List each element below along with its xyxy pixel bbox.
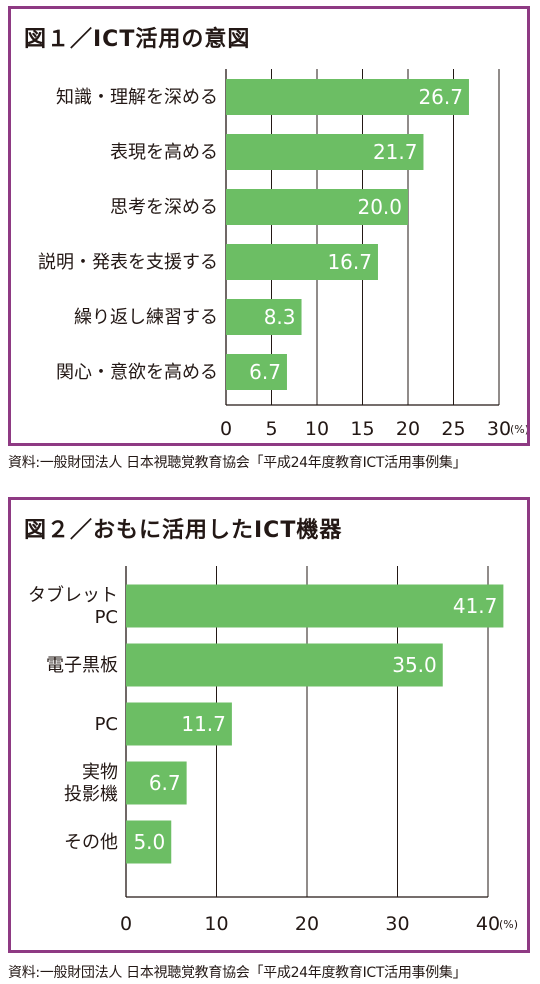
bar xyxy=(226,244,378,280)
bar xyxy=(126,820,172,864)
x-tick-label: 20 xyxy=(295,913,319,935)
category-label: 繰り返し練習する xyxy=(74,307,218,328)
x-tick-label: 20 xyxy=(396,418,420,440)
data-label: 41.7 xyxy=(453,594,498,618)
category-label: 思考を深める xyxy=(110,197,218,218)
intent-bar-chart: 0 5 10 15 20 25 30(%) 26.7 知識・理解を深める 21.7 表現を高める 20… xyxy=(38,69,527,440)
bar xyxy=(226,189,408,225)
data-label: 16.7 xyxy=(327,250,372,274)
data-label: 5.0 xyxy=(133,830,165,854)
x-tick-label: 5 xyxy=(265,418,277,440)
x-tick-label: 10 xyxy=(305,418,329,440)
data-label: 11.7 xyxy=(181,712,226,736)
x-tick-label: 10 xyxy=(204,913,228,935)
chart-panel-devices: 図２／おもに活用したICT機器 0 10 20 30 40 (%) 41.7 タブレット PC 3… xyxy=(8,497,530,953)
data-label: 26.7 xyxy=(418,85,463,109)
data-label: 6.7 xyxy=(249,360,281,384)
data-label: 6.7 xyxy=(149,771,181,795)
x-tick-label: 25 xyxy=(441,418,465,440)
data-label: 8.3 xyxy=(264,305,296,329)
bar xyxy=(226,79,469,115)
category-label: 説明・発表を支援する xyxy=(38,252,218,273)
x-tick-label: 15 xyxy=(350,418,374,440)
x-tick-label: 40 xyxy=(476,913,500,935)
chart-title: 図２／おもに活用したICT機器 xyxy=(24,518,343,543)
category-label: 関心・意欲を高める xyxy=(56,362,218,383)
category-label: PC xyxy=(95,607,118,628)
bar xyxy=(126,761,187,805)
category-label: 投影機 xyxy=(64,784,118,805)
x-unit-label: (%) xyxy=(510,423,527,436)
bar xyxy=(126,584,504,628)
category-label: その他 xyxy=(64,832,118,853)
data-label: 21.7 xyxy=(373,140,418,164)
bar xyxy=(226,299,302,335)
bar xyxy=(126,643,443,687)
x-tick-label: 0 xyxy=(120,913,132,935)
chart-panel-intent: 図１／ICT活用の意図 0 5 10 15 20 25 30(%) 26.7 知識・理解を深める… xyxy=(8,6,530,446)
bar xyxy=(126,702,232,746)
category-label: 知識・理解を深める xyxy=(56,87,218,108)
x-tick-label: 0 xyxy=(220,418,232,440)
x-unit-label: (%) xyxy=(499,918,518,931)
source-note: 資料:一般財団法人 日本視聴覚教育協会「平成24年度教育ICT活用事例集」 xyxy=(8,455,467,471)
category-label: 電子黒板 xyxy=(46,655,118,676)
x-tick-label: 30 xyxy=(487,418,511,440)
category-label: タブレット xyxy=(28,584,118,606)
bar xyxy=(226,134,424,170)
data-label: 35.0 xyxy=(392,653,437,677)
category-label: 表現を高める xyxy=(110,142,218,163)
data-label: 20.0 xyxy=(357,195,402,219)
devices-bar-chart: 0 10 20 30 40(%)41.7タブレットPC35.0電子黒板11.7PC6.7… xyxy=(28,566,518,935)
category-label: PC xyxy=(95,714,118,735)
bar xyxy=(226,354,287,390)
source-note: 資料:一般財団法人 日本視聴覚教育協会「平成24年度教育ICT活用事例集」 xyxy=(8,965,467,981)
chart-title: 図１／ICT活用の意図 xyxy=(24,27,251,52)
category-label: 実物 xyxy=(82,762,118,783)
x-tick-label: 30 xyxy=(385,913,409,935)
